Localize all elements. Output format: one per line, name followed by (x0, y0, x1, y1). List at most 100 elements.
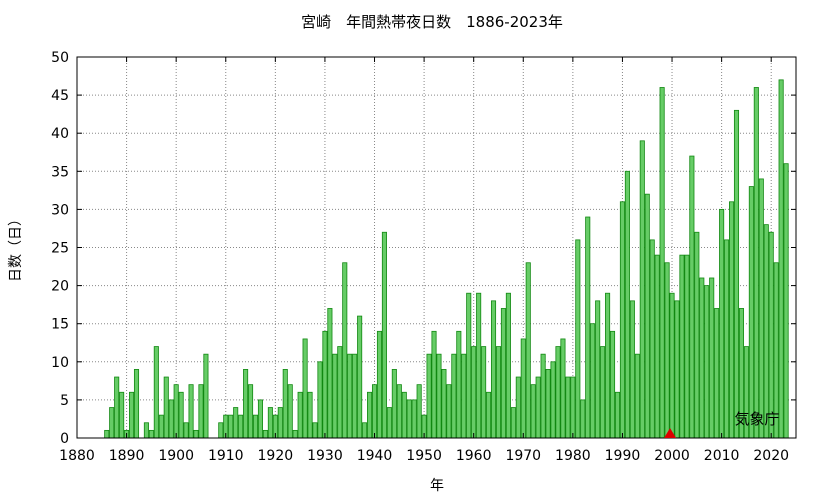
bar-1948 (411, 399, 417, 439)
bar-1917 (257, 399, 264, 439)
bar-1931 (327, 308, 333, 439)
bar-1958 (461, 353, 467, 439)
bar-1905 (198, 384, 204, 439)
bar-1966 (500, 308, 506, 439)
bar-1936 (352, 353, 358, 439)
bar-2006 (699, 277, 705, 439)
bar-1970 (520, 338, 526, 439)
bar-1952 (431, 330, 437, 439)
bar-2000 (669, 292, 675, 439)
bar-1973 (535, 376, 541, 439)
bar-1982 (580, 399, 586, 439)
bar-2011 (724, 239, 730, 439)
bar-1886 (104, 429, 110, 439)
bar-1949 (416, 384, 422, 439)
bar-2010 (719, 208, 725, 439)
bar-1895 (148, 429, 154, 439)
x-tick-label: 1940 (357, 448, 393, 464)
y-tick-label: 10 (51, 355, 69, 371)
bar-1992 (629, 300, 635, 439)
bar-1925 (297, 391, 303, 439)
bar-1912 (233, 407, 239, 439)
bar-1913 (238, 414, 244, 439)
x-tick-label: 1930 (307, 448, 343, 464)
x-axis-label: 年 (430, 478, 444, 494)
bar-1899 (168, 399, 174, 439)
bar-1987 (605, 292, 611, 439)
bar-1990 (619, 201, 625, 439)
bar-1887 (109, 407, 115, 439)
bar-1938 (362, 422, 368, 439)
x-tick-label: 1880 (59, 448, 95, 464)
y-tick-label: 15 (51, 317, 69, 333)
bar-1996 (649, 239, 655, 439)
grid-lines (77, 57, 796, 438)
bar-1965 (495, 346, 502, 439)
y-tick-label: 5 (60, 393, 69, 409)
bar-1984 (590, 323, 596, 439)
bar-2004 (689, 155, 695, 439)
bar-1956 (451, 353, 457, 439)
y-tick-label: 45 (51, 88, 69, 104)
bar-1939 (367, 391, 373, 439)
bar-2012 (729, 201, 735, 439)
bar-1898 (163, 376, 169, 439)
bar-1953 (436, 353, 442, 439)
bar-2008 (709, 277, 715, 439)
bar-1900 (173, 384, 179, 439)
bar-1922 (282, 369, 288, 439)
x-tick-label: 1990 (605, 448, 641, 464)
y-tick-label: 35 (51, 164, 69, 180)
bar-1963 (486, 391, 492, 439)
bar-1988 (609, 330, 616, 439)
bar-1888 (114, 376, 120, 439)
bar-1995 (644, 193, 650, 439)
bar-1961 (476, 292, 482, 439)
bar-1940 (371, 384, 378, 439)
bar-1933 (337, 346, 343, 439)
x-tick-label: 1960 (456, 448, 492, 464)
x-tick-label: 1890 (109, 448, 145, 464)
bar-1994 (639, 140, 645, 439)
bar-1926 (302, 338, 308, 439)
x-tick-label: 1970 (505, 448, 541, 464)
bar-2019 (763, 224, 769, 439)
bar-2020 (768, 231, 774, 439)
bar-1911 (228, 414, 234, 439)
bar-1935 (347, 353, 353, 439)
bar-1909 (218, 422, 224, 439)
marker-triangle (664, 428, 677, 438)
bar-1889 (119, 391, 125, 439)
bar-1954 (441, 369, 447, 439)
bar-1999 (664, 262, 670, 439)
bar-1985 (595, 300, 601, 439)
bar-1997 (654, 254, 660, 439)
bar-1971 (525, 262, 531, 439)
bar-1906 (203, 353, 209, 439)
bar-2005 (694, 231, 700, 439)
tick-labels: 0 5 10 15 20 25 30 35 40 45 50 1880 1890 1900 1910 1920… (51, 50, 789, 464)
credit-label: 気象庁 (734, 410, 779, 428)
bar-1955 (446, 384, 452, 439)
bar-1924 (292, 429, 298, 439)
bar-1957 (456, 330, 462, 439)
x-tick-label: 2020 (753, 448, 789, 464)
bar-1894 (143, 422, 149, 439)
bar-1897 (158, 414, 164, 439)
bar-1975 (545, 369, 551, 439)
bar-1929 (317, 361, 323, 439)
bar-1930 (322, 330, 328, 439)
x-tick-label: 2000 (654, 448, 690, 464)
bar-1972 (530, 384, 536, 439)
bar-1962 (481, 346, 487, 439)
bar-1944 (391, 369, 397, 439)
bar-1979 (565, 376, 571, 439)
bar-1891 (129, 391, 135, 439)
bar-2009 (714, 308, 720, 439)
y-tick-label: 25 (51, 241, 69, 257)
x-tick-label: 2010 (704, 448, 740, 464)
bar-1998 (659, 87, 665, 439)
bar-1937 (357, 315, 363, 439)
bar-1977 (555, 346, 561, 439)
